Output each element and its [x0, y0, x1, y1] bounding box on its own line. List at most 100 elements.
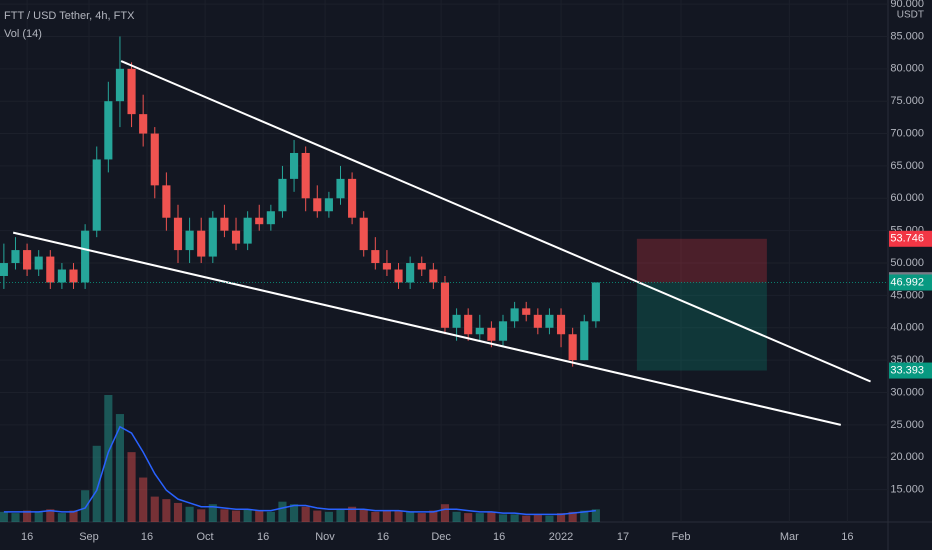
- candle-body: [336, 178, 345, 199]
- volume-bar: [150, 496, 159, 522]
- volume-bar: [440, 504, 450, 522]
- price-label-box: [889, 230, 932, 247]
- candle-body: [23, 250, 32, 270]
- candle-body: [46, 256, 55, 283]
- volume-bar: [417, 513, 426, 522]
- candle-body: [11, 250, 20, 264]
- volume-bar: [406, 511, 415, 522]
- volume-bar: [69, 510, 78, 522]
- x-tick-label: Nov: [315, 531, 335, 543]
- stop-zone: [636, 238, 767, 283]
- volume-bar: [545, 515, 554, 522]
- x-tick-label: 16: [21, 531, 33, 543]
- volume-bar: [580, 510, 589, 522]
- candle-body: [57, 269, 66, 283]
- y-tick-label: 85.000: [890, 30, 924, 42]
- candle-body: [522, 308, 531, 315]
- candle-body: [139, 114, 148, 134]
- y-tick-label: 75.000: [890, 95, 924, 107]
- candle-body: [440, 282, 450, 328]
- x-tick-label: Dec: [431, 531, 451, 543]
- volume-bar: [92, 445, 101, 522]
- candle-body: [92, 159, 101, 231]
- candle-body: [371, 250, 380, 264]
- x-tick-label: Sep: [79, 531, 99, 543]
- volume-bar: [278, 501, 287, 522]
- x-tick-label: 16: [493, 531, 505, 543]
- volume-bar: [371, 511, 380, 522]
- x-tick-label: Oct: [197, 531, 214, 543]
- volume-bar: [0, 511, 8, 522]
- y-tick-label: 25.000: [890, 419, 924, 431]
- x-tick-label: 17: [617, 531, 629, 543]
- volume-bar: [34, 511, 43, 522]
- volume-bar: [510, 514, 519, 522]
- y-tick-label: 40.000: [890, 322, 924, 334]
- x-tick-label: Mar: [780, 531, 799, 543]
- candle-body: [324, 198, 333, 212]
- volume-bar: [208, 504, 217, 522]
- volume-bar: [522, 515, 531, 522]
- volume-bar: [197, 509, 206, 522]
- volume-bar: [243, 509, 252, 522]
- volume-bar: [173, 502, 183, 522]
- y-tick-label: 70.000: [890, 127, 924, 139]
- x-tick-label: 16: [257, 531, 269, 543]
- volume-bar: [475, 513, 484, 522]
- candle-body: [464, 314, 473, 335]
- volume-bar: [301, 506, 310, 522]
- candle-body: [382, 263, 391, 270]
- candle-body: [185, 230, 194, 251]
- x-tick-label: 16: [141, 531, 153, 543]
- volume-bar: [382, 510, 391, 522]
- volume-bar: [255, 510, 264, 522]
- chart-title: FTT / USD Tether, 4h, FTX: [4, 10, 135, 22]
- candle-body: [197, 230, 206, 257]
- volume-bar: [568, 511, 577, 522]
- y-tick-label: 45.000: [890, 289, 924, 301]
- price-label: 53.746: [890, 233, 924, 245]
- candle-body: [127, 68, 136, 115]
- price-label: 46.992: [890, 276, 924, 288]
- candle-body: [498, 321, 508, 341]
- x-tick-label: 2022: [549, 531, 573, 543]
- volume-bar: [290, 504, 299, 522]
- price-label-box: [889, 362, 932, 379]
- volume-bar: [104, 395, 113, 522]
- y-tick-label: 65.000: [890, 160, 924, 172]
- candle-body: [580, 321, 589, 361]
- candle-body: [510, 308, 519, 322]
- x-tick-label: 16: [377, 531, 389, 543]
- candle-body: [0, 263, 8, 276]
- volume-bar: [313, 510, 322, 522]
- trendline: [120, 60, 871, 383]
- candle-body: [220, 217, 229, 231]
- volume-bar: [556, 513, 566, 522]
- y-tick-label: 60.000: [890, 192, 924, 204]
- candle-body: [162, 185, 171, 218]
- volume-bar: [81, 490, 90, 522]
- volume-legend: Vol (14): [4, 28, 42, 40]
- candle-body: [406, 263, 415, 283]
- candle-body: [208, 217, 217, 257]
- candle-body: [81, 230, 90, 283]
- volume-bar: [220, 509, 229, 522]
- volume-bar: [324, 511, 333, 522]
- candle-body: [533, 314, 542, 328]
- candle-body: [545, 314, 554, 328]
- x-tick-label: 16: [841, 531, 853, 543]
- volume-ma-line: [3, 425, 596, 516]
- volume-bar: [348, 506, 357, 522]
- price-label-box: [889, 274, 932, 291]
- currency-label: USDT: [897, 10, 924, 21]
- volume-bar: [498, 514, 508, 522]
- candle-body: [278, 178, 287, 212]
- candle-body: [556, 314, 566, 335]
- candle-body: [348, 178, 357, 218]
- candle-body: [231, 230, 241, 244]
- price-label: 33.393: [890, 364, 924, 376]
- y-tick-label: 30.000: [890, 386, 924, 398]
- candle-body: [104, 101, 113, 160]
